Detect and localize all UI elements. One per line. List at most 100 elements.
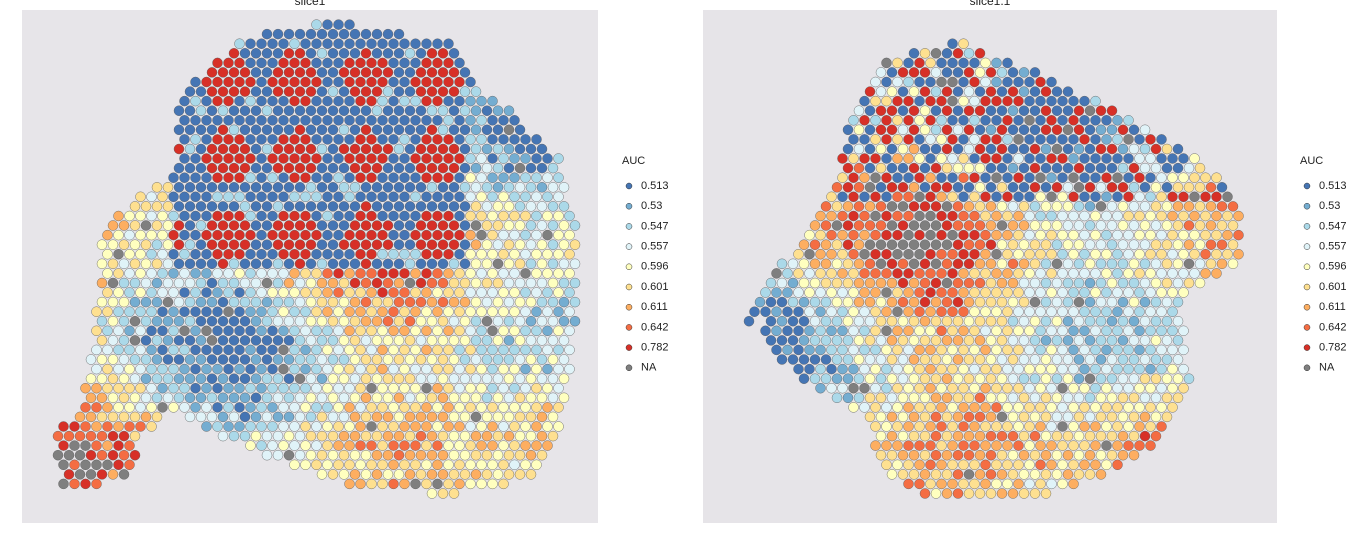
spot (195, 316, 207, 327)
spot (553, 268, 564, 279)
spot (366, 172, 377, 183)
spot (842, 201, 854, 212)
spot (360, 430, 372, 442)
spot (410, 172, 421, 183)
spot (113, 248, 124, 260)
spot (294, 335, 306, 346)
spot (1167, 248, 1178, 260)
spot (113, 421, 124, 432)
spot (481, 354, 493, 365)
spot (1150, 411, 1162, 423)
spot (963, 182, 975, 193)
spot (985, 335, 997, 346)
spot (107, 335, 119, 346)
spot (1194, 277, 1206, 289)
spot (1106, 296, 1118, 308)
spot (333, 344, 344, 356)
spot (1046, 402, 1057, 413)
spot (974, 354, 986, 365)
spot (322, 325, 333, 336)
spot (985, 373, 997, 384)
spot (360, 124, 372, 136)
spot (1090, 363, 1101, 375)
spot (1134, 363, 1145, 375)
spot (1051, 220, 1063, 231)
spot (870, 363, 881, 375)
spot (1167, 325, 1178, 336)
spot (432, 287, 443, 298)
spot (492, 373, 504, 384)
spot (503, 316, 515, 327)
spot (848, 344, 859, 356)
spot (305, 48, 317, 59)
spot (1150, 162, 1162, 174)
spot (327, 162, 339, 174)
spot (1117, 239, 1129, 250)
spot (1040, 201, 1052, 212)
spot (388, 95, 399, 107)
spot (1068, 478, 1079, 490)
spot (514, 201, 526, 212)
spot (371, 124, 383, 136)
spot (470, 316, 482, 327)
spot (974, 201, 986, 212)
spot (558, 277, 570, 289)
spot (498, 363, 509, 375)
spot (1029, 67, 1041, 78)
spot (859, 210, 870, 222)
spot (283, 450, 295, 461)
spot (498, 134, 509, 145)
spot (399, 76, 410, 88)
spot (1090, 402, 1101, 413)
spot (564, 363, 575, 375)
spot (1002, 268, 1013, 279)
spot (234, 325, 245, 336)
spot (903, 191, 914, 203)
spot (1205, 201, 1217, 212)
spot (487, 459, 498, 470)
spot (470, 220, 482, 231)
spot (1117, 354, 1129, 365)
spot (448, 354, 460, 365)
spot (1106, 105, 1118, 116)
spot (881, 440, 892, 451)
spot (1139, 182, 1151, 193)
spot (1139, 430, 1151, 442)
legend-swatch (625, 263, 633, 271)
spot (1167, 402, 1178, 413)
spot (1134, 153, 1145, 164)
spot (930, 201, 942, 212)
spot (393, 373, 405, 384)
spot (107, 469, 119, 480)
spot (1024, 229, 1035, 241)
spot (393, 450, 405, 461)
spot (1007, 488, 1019, 499)
spot (1057, 248, 1068, 260)
spot (245, 363, 256, 375)
spot (925, 287, 936, 298)
legend-label: 0.596 (641, 261, 669, 273)
spot (366, 153, 377, 164)
spot (338, 124, 350, 136)
spot (859, 153, 870, 164)
spot (322, 95, 333, 107)
spot (421, 402, 432, 413)
spot (404, 105, 416, 116)
spot (124, 210, 135, 222)
spot (514, 277, 526, 289)
legend-swatch (1303, 303, 1311, 311)
spot (399, 172, 410, 183)
spot (245, 306, 256, 317)
legend-label: 0.782 (1319, 342, 1347, 354)
spot (558, 392, 570, 403)
spot (1062, 105, 1074, 116)
spot (239, 220, 251, 231)
spot (974, 373, 986, 384)
spot (1112, 383, 1123, 394)
spot (305, 162, 317, 174)
spot (996, 182, 1008, 193)
spot (1161, 354, 1173, 365)
spot (151, 201, 163, 212)
spot (848, 172, 859, 183)
spot (1134, 440, 1145, 451)
